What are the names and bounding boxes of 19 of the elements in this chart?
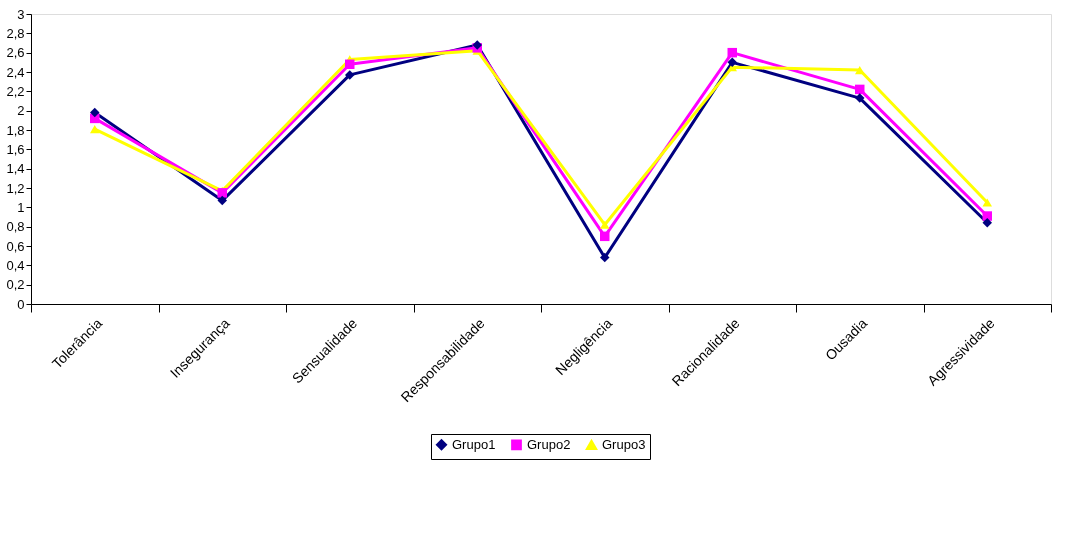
y-tick-label: 0,4 [6, 257, 25, 273]
y-tick-label: 1,6 [6, 141, 25, 157]
y-tick-label: 2 [17, 103, 25, 119]
y-tick-label: 2,8 [6, 25, 25, 41]
legend-label: Grupo2 [527, 436, 571, 452]
y-tick-label: 0,2 [6, 277, 25, 293]
y-tick-label: 1 [17, 199, 25, 215]
y-tick-label: 1,8 [6, 122, 25, 138]
y-tick-label: 0 [17, 296, 25, 312]
y-tick-label: 1,2 [6, 180, 25, 196]
y-tick-label: 2,6 [6, 45, 25, 61]
y-tick-label: 2,2 [6, 83, 25, 99]
legend-label: Grupo3 [602, 437, 646, 453]
y-tick-label: 3 [17, 6, 25, 22]
legend-label: Grupo1 [452, 436, 496, 452]
y-tick-label: 0,6 [6, 238, 25, 254]
y-tick-label: 0,8 [6, 219, 25, 235]
y-tick-label: 1,4 [6, 161, 25, 177]
y-tick-label: 2,4 [6, 64, 25, 80]
